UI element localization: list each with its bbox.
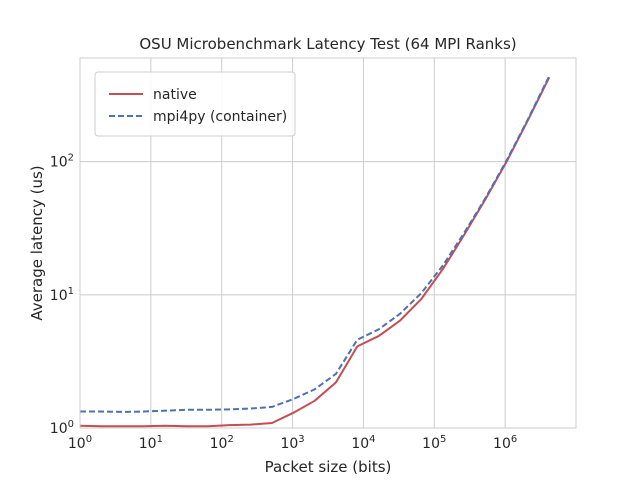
legend-box [94,71,296,137]
x-tick-label: 102 [210,434,234,452]
x-tick-label: 106 [493,434,517,452]
tick-layer: 100 101 102 103 104 105 106 100 101 102 [50,153,517,452]
legend: native mpi4py (container) [94,71,296,137]
x-tick-label: 101 [139,434,163,452]
chart-title: OSU Microbenchmark Latency Test (64 MPI … [139,35,516,53]
series-layer [79,75,551,428]
series-line-mpi4py [80,75,551,413]
y-tick-label: 102 [50,153,74,171]
y-axis-label: Average latency (us) [28,165,46,320]
legend-label-mpi4py: mpi4py (container) [153,109,287,125]
legend-label-native: native [153,87,197,103]
x-tick-label: 100 [68,434,92,452]
plot-frame [79,57,577,429]
x-axis-label: Packet size (bits) [265,458,392,476]
y-tick-label: 101 [50,286,74,304]
y-tick-label: 100 [50,419,74,437]
x-tick-label: 103 [280,434,304,452]
x-tick-label: 105 [422,434,446,452]
x-tick-label: 104 [351,434,375,452]
